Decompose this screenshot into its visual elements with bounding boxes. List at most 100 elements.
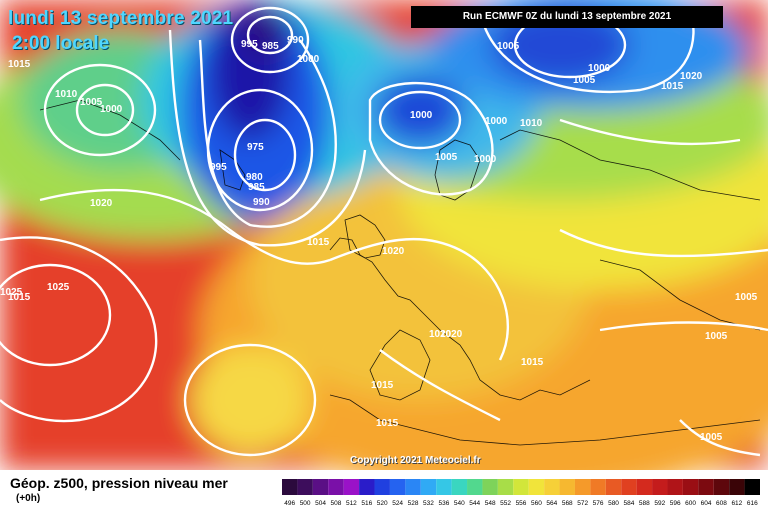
pressure-label: 995 [241,39,258,50]
scale-swatch [652,479,668,495]
pressure-label: 1000 [485,116,508,127]
pressure-label: 1015 [376,418,399,429]
scale-swatch [359,479,375,495]
scale-swatch [574,479,591,495]
scale-label: 604 [701,500,712,507]
pressure-label: 980 [246,172,263,183]
scale-swatch [513,479,529,495]
scale-label: 596 [670,500,681,507]
pressure-label: 1005 [497,41,520,52]
pressure-label: 1005 [80,97,103,108]
scale-label: 512 [346,500,357,507]
pressure-label: 1020 [382,246,405,257]
pressure-label: 1000 [588,63,611,74]
pressure-label: 1005 [435,152,458,163]
pressure-label: 1000 [474,154,497,165]
pressure-label: 1025 [0,287,23,298]
scale-label: 572 [577,500,588,507]
scale-swatch [667,479,683,495]
scale-label: 600 [685,500,696,507]
scale-label: 556 [516,500,527,507]
pressure-label: 1015 [8,292,31,303]
coastlines [39,99,761,446]
scale-label: 528 [408,500,419,507]
forecast-date: lundi 13 septembre 2021 [8,8,234,29]
scale-label: 536 [438,500,449,507]
legend-title: Géop. z500, pression niveau mer [10,475,228,491]
scale-swatch [297,479,313,495]
pressure-label: 1010 [55,89,78,100]
pressure-label: 1015 [307,237,330,248]
scale-swatch [405,479,421,495]
scale-label: 544 [469,500,480,507]
scale-label: 576 [593,500,604,507]
pressure-label: 985 [248,182,265,193]
pressure-label: 1025 [47,282,70,293]
local-time: 2:00 locale [12,33,110,54]
scale-swatch [729,479,745,495]
pressure-label: 1005 [700,432,723,443]
scale-label: 568 [562,500,573,507]
scale-label: 552 [500,500,511,507]
scale-label: 608 [716,500,727,507]
scale-label: 592 [654,500,665,507]
scale-label: 532 [423,500,434,507]
geopotential-field [0,0,768,470]
scale-label: 524 [392,500,403,507]
scale-swatch [698,479,714,495]
pressure-label: 1005 [735,292,758,303]
pressure-label: 1000 [297,54,320,65]
isobars [0,6,768,457]
scale-swatch [590,479,606,495]
pressure-label: 1005 [705,331,728,342]
scale-swatch [621,479,637,495]
pressure-label: 990 [253,197,270,208]
scale-label: 516 [361,500,372,507]
pressure-label: 1005 [573,75,596,86]
scale-label: 496 [284,500,295,507]
pressure-label: 1015 [661,81,684,92]
scale-swatch [482,479,498,495]
pressure-label: 985 [262,41,279,52]
run-info: Run ECMWF 0Z du lundi 13 septembre 2021 [411,6,723,28]
pressure-label: 1020 [429,329,452,340]
pressure-label: 1000 [410,110,433,121]
scale-label: 548 [485,500,496,507]
scale-label: 500 [300,500,311,507]
scale-swatch [605,479,622,495]
scale-swatch [312,479,329,495]
scale-swatch [713,479,730,495]
scale-swatch [682,479,699,495]
scale-label: 588 [639,500,650,507]
pressure-label: 995 [210,162,227,173]
scale-label: 612 [731,500,742,507]
scale-swatch [559,479,575,495]
scale-label: 520 [377,500,388,507]
scale-label: 560 [531,500,542,507]
scale-label: 508 [331,500,342,507]
scale-label: 584 [624,500,635,507]
pressure-label: 1020 [680,71,703,82]
pressure-label: 1020 [440,329,463,340]
scale-swatch [436,479,452,495]
scale-swatch [328,479,344,495]
pressure-label: 990 [287,35,304,46]
pressure-label: 1000 [100,104,123,115]
scale-swatch [497,479,514,495]
copyright: Copyright 2021 Meteociel.fr [350,455,481,466]
scale-swatch [374,479,390,495]
scale-swatch [636,479,653,495]
scale-swatch [343,479,360,495]
pressure-label: 1015 [8,59,31,70]
pressure-label: 1015 [371,380,394,391]
pressure-label: 1020 [90,198,113,209]
scale-swatch [282,479,298,495]
scale-label: 616 [747,500,758,507]
scale-swatch [528,479,545,495]
pressure-label: 1015 [521,357,544,368]
color-scale: 496 500 504 508 512 516 520 524 528 532 536 540 544 5… [282,479,760,507]
scale-swatch [467,479,483,495]
pressure-label: 975 [247,142,264,153]
